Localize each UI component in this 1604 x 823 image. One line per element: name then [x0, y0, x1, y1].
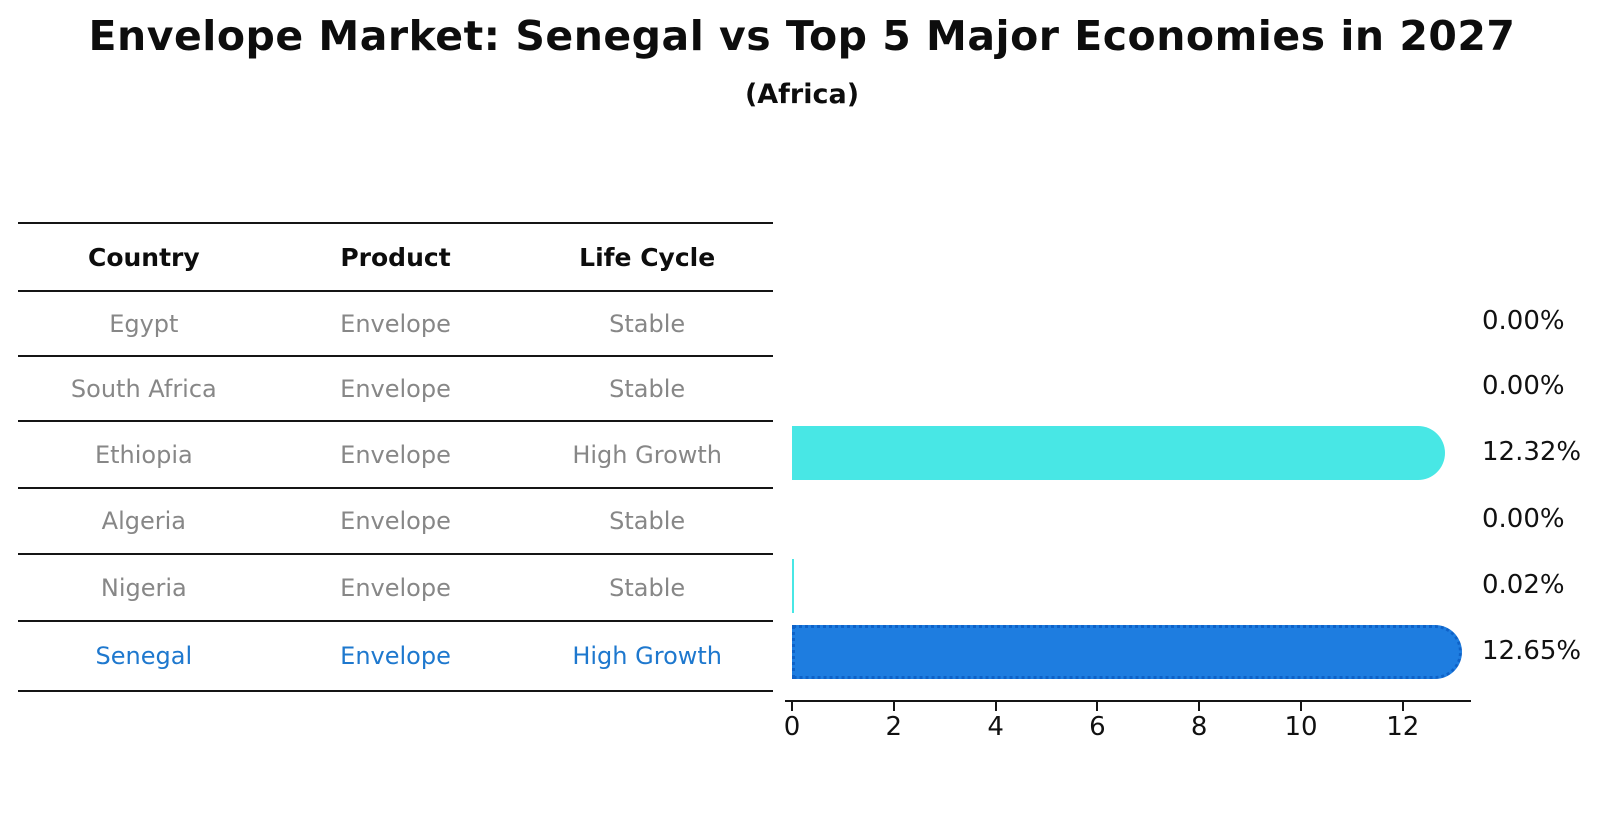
bar-senegal: [792, 625, 1463, 679]
chart-title: Envelope Market: Senegal vs Top 5 Major …: [88, 12, 1516, 60]
cell-product: Envelope: [340, 440, 451, 469]
table-row-algeria: Algeria Envelope Stable: [18, 489, 773, 555]
table-row-south-africa: South Africa Envelope Stable: [18, 357, 773, 422]
tick-label: 4: [987, 712, 1004, 742]
tick-label: 6: [1089, 712, 1106, 742]
table-row-egypt: Egypt Envelope Stable: [18, 292, 773, 357]
value-label-south-africa: 0.00%: [1482, 371, 1565, 401]
x-axis-line: [785, 700, 1471, 702]
comparison-table: Country Product Life Cycle Egypt Envelop…: [18, 222, 773, 692]
cell-product: Envelope: [340, 374, 451, 403]
cell-lifecycle: High Growth: [572, 440, 723, 469]
cell-country: Nigeria: [100, 573, 187, 602]
tick-mark: [994, 702, 997, 711]
value-label-nigeria: 0.02%: [1482, 570, 1565, 600]
cell-product: Envelope: [340, 573, 451, 602]
cell-country: Algeria: [101, 507, 186, 535]
tick-mark: [791, 702, 793, 711]
tick-mark: [1300, 702, 1302, 711]
cell-country: Senegal: [95, 642, 193, 670]
table-row-senegal: Senegal Envelope High Growth: [18, 622, 773, 692]
cell-lifecycle: Stable: [609, 573, 686, 602]
header-country: Country: [87, 242, 200, 272]
tick-mark: [1198, 702, 1201, 711]
cell-country: Ethiopia: [94, 440, 193, 469]
cell-lifecycle: Stable: [609, 309, 686, 338]
cell-product: Envelope: [340, 507, 451, 535]
chart-subtitle: (Africa): [744, 79, 860, 110]
value-label-algeria: 0.00%: [1482, 504, 1565, 534]
value-label-ethiopia: 12.32%: [1482, 437, 1582, 467]
tick-label: 10: [1284, 712, 1318, 742]
table-header-row: Country Product Life Cycle: [18, 224, 773, 292]
bar-ethiopia: [792, 426, 1445, 480]
cell-lifecycle: Stable: [609, 507, 686, 535]
value-label-senegal: 12.65%: [1482, 636, 1582, 666]
tick-mark: [1096, 702, 1099, 711]
tick-label: 0: [783, 712, 801, 742]
tick-label: 12: [1386, 712, 1420, 742]
cell-product: Envelope: [340, 309, 451, 338]
tick-mark: [892, 702, 895, 711]
bar-nigeria: [792, 559, 794, 613]
table-row-nigeria: Nigeria Envelope Stable: [18, 555, 773, 622]
header-lifecycle: Life Cycle: [579, 242, 716, 272]
cell-lifecycle: Stable: [609, 374, 686, 403]
value-label-egypt: 0.00%: [1482, 306, 1565, 336]
cell-country: South Africa: [70, 374, 217, 403]
cell-lifecycle: High Growth: [572, 642, 723, 670]
table-row-ethiopia: Ethiopia Envelope High Growth: [18, 422, 773, 489]
header-product: Product: [340, 242, 451, 272]
tick-mark: [1401, 702, 1404, 711]
tick-label: 8: [1190, 712, 1208, 742]
cell-country: Egypt: [109, 309, 179, 338]
tick-label: 2: [885, 712, 903, 742]
cell-product: Envelope: [340, 642, 451, 670]
